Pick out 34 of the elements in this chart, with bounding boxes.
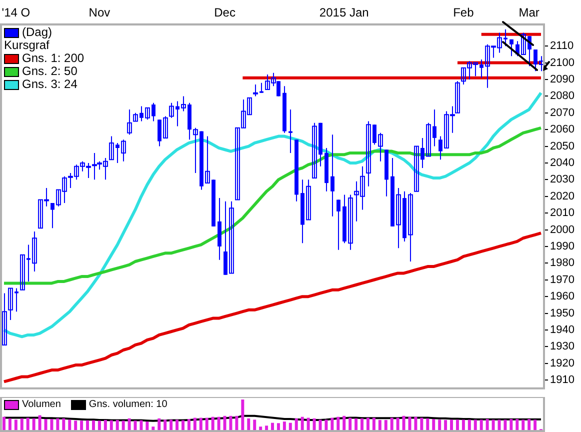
legend-title: Kursgraf xyxy=(4,38,50,52)
y-tick-label: 1950 xyxy=(550,307,574,320)
y-tick-label: 1930 xyxy=(550,340,574,353)
y-tick-label: 1920 xyxy=(550,357,574,370)
y-tick-label: 2030 xyxy=(550,174,574,186)
y-tick-label: 2020 xyxy=(550,190,574,202)
y-tick-label: 2110 xyxy=(550,40,574,52)
legend-label: Gns. 1: 200 xyxy=(22,51,84,66)
x-tick-label: Nov xyxy=(88,6,110,20)
y-tick-label: 2040 xyxy=(550,157,574,170)
y-tick-label: 2000 xyxy=(550,224,574,236)
x-tick-label: 2015 Jan xyxy=(319,6,369,20)
y-tick-label: 2050 xyxy=(550,140,574,152)
x-tick-label: Dec xyxy=(214,6,236,20)
x-tick-label: Mar xyxy=(518,6,540,20)
y-tick-label: 1980 xyxy=(550,257,574,270)
legend-label: Gns. 2: 50 xyxy=(22,64,78,78)
y-tick-label: 1970 xyxy=(550,274,574,286)
y-tick-label: 2070 xyxy=(550,106,574,119)
y-tick-label: 2080 xyxy=(550,90,574,102)
legend-label: Gns. volumen: 10 xyxy=(88,399,168,410)
legend-label: Volumen xyxy=(22,399,61,410)
y-tick-label: 2090 xyxy=(550,74,574,86)
y-tick-label: 1990 xyxy=(550,240,574,253)
legend-label: (Dag) xyxy=(22,25,52,40)
legend-label: Gns. 3: 24 xyxy=(22,77,78,92)
x-tick-label: Feb xyxy=(453,6,474,20)
y-tick-label: 1940 xyxy=(550,324,574,336)
y-tick-label: 2100 xyxy=(550,56,574,69)
y-tick-label: 1910 xyxy=(550,374,574,386)
y-tick-label: 2060 xyxy=(550,124,574,136)
y-tick-label: 1960 xyxy=(550,290,574,303)
x-tick-label: '14 O xyxy=(2,6,30,20)
y-tick-label: 2010 xyxy=(550,207,574,220)
